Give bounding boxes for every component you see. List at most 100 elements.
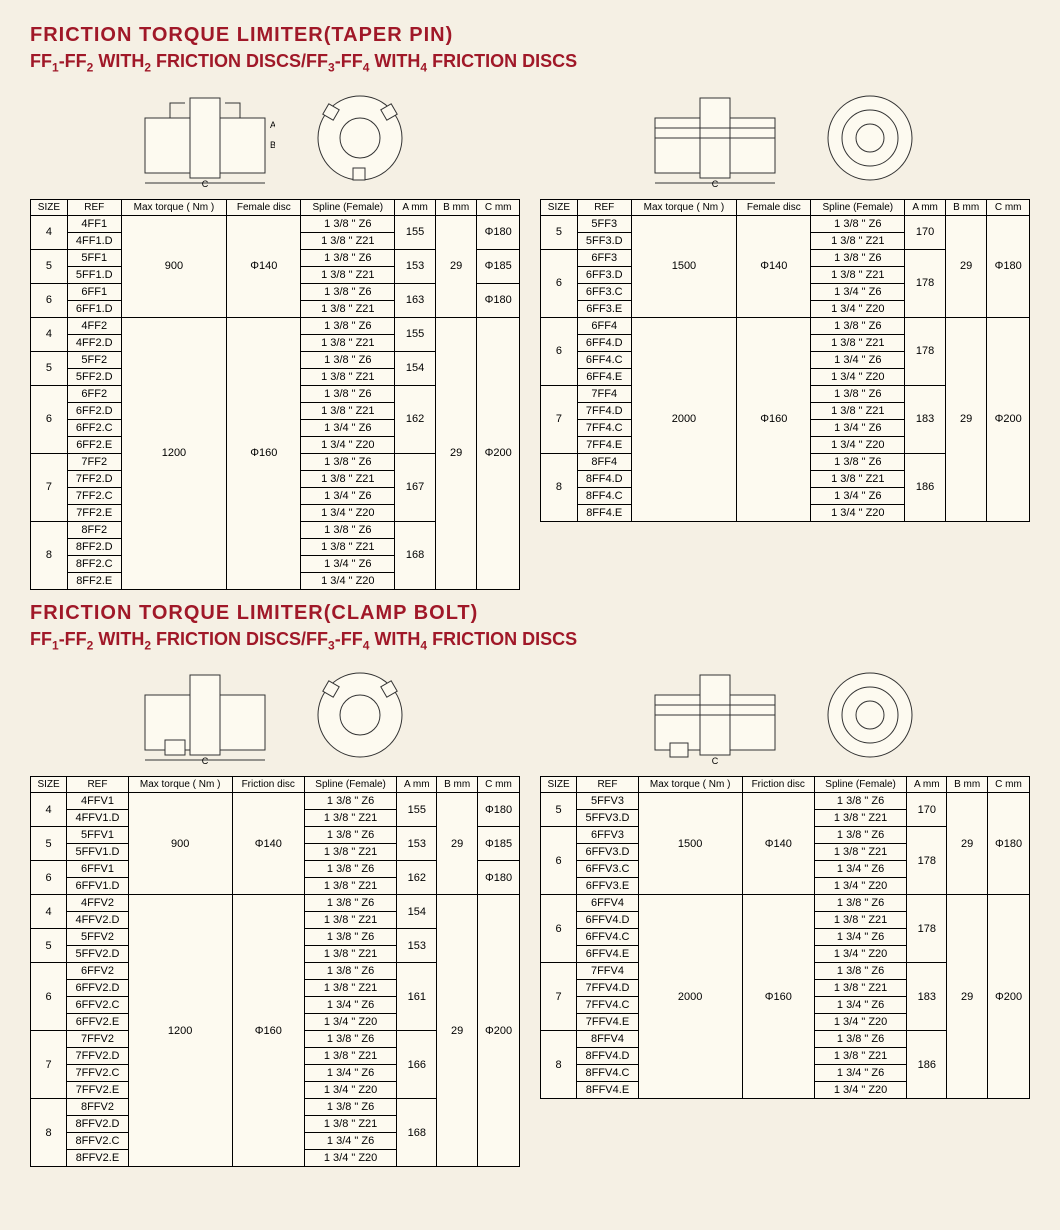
cell-ref: 5FFV1 [67,827,128,844]
cell-b: 29 [437,793,478,895]
cell-spline: 1 3/8 " Z6 [814,895,906,912]
cell-ref: 6FF3.E [577,300,631,317]
cell-ref: 8FFV4.C [577,1065,638,1082]
cell-spline: 1 3/4 " Z20 [301,572,395,589]
cell-spline: 1 3/8 " Z21 [304,1116,396,1133]
cell-spline: 1 3/8 " Z21 [811,402,905,419]
cell-ref: 6FFV1 [67,861,128,878]
cell-ref: 7FFV2.E [67,1082,128,1099]
col-header: A mm [397,777,437,793]
cell-spline: 1 3/8 " Z21 [814,844,906,861]
cell-ref: 8FF4.E [577,504,631,521]
section2-subtitle: FF1-FF2 WITH2 FRICTION DISCS/FF3-FF4 WIT… [30,629,1030,653]
cell-ref: 6FF4.C [577,351,631,368]
cell-a: 183 [907,963,947,1031]
col-header: REF [577,199,631,215]
cell-spline: 1 3/8 " Z6 [811,215,905,232]
col-header: Spline (Female) [304,777,396,793]
col-header: Spline (Female) [301,199,395,215]
cell-ref: 6FFV2.D [67,980,128,997]
cell-a: 163 [395,283,436,317]
col-header: B mm [435,199,476,215]
cell-ref: 8FF2.C [67,555,121,572]
cell-size: 6 [541,317,578,385]
cell-size: 6 [31,385,68,453]
cell-ref: 4FF1 [67,215,121,232]
cell-spline: 1 3/4 " Z6 [814,997,906,1014]
cell-spline: 1 3/8 " Z6 [814,963,906,980]
cell-ref: 6FFV1.D [67,878,128,895]
svg-text:C: C [712,179,719,188]
cell-a: 161 [397,963,437,1031]
cell-ref: 8FF4.D [577,470,631,487]
col-header: B mm [947,777,988,793]
cell-spline: 1 3/4 " Z6 [811,419,905,436]
col-header: Female disc [737,199,811,215]
cell-spline: 1 3/4 " Z20 [304,1082,396,1099]
cell-spline: 1 3/8 " Z6 [304,929,396,946]
cell-spline: 1 3/8 " Z21 [301,538,395,555]
cell-a: 186 [905,453,946,521]
cell-ref: 6FF2.E [67,436,121,453]
cell-b: 29 [435,317,476,589]
cell-disc: Φ160 [742,895,814,1099]
cell-size: 6 [541,827,577,895]
cell-a: 153 [397,929,437,963]
cell-a: 153 [397,827,437,861]
diagram-right-2: C [540,660,1030,770]
cell-spline: 1 3/8 " Z21 [304,912,396,929]
cell-a: 155 [397,793,437,827]
cell-c: Φ180 [477,283,520,317]
cell-a: 178 [907,827,947,895]
cell-spline: 1 3/8 " Z21 [301,368,395,385]
cell-spline: 1 3/8 " Z6 [301,453,395,470]
cell-size: 5 [541,793,577,827]
cell-c: Φ200 [478,895,520,1167]
cell-torque: 1500 [631,215,737,317]
cell-ref: 6FF3.D [577,266,631,283]
cell-spline: 1 3/8 " Z6 [811,453,905,470]
cell-size: 8 [31,521,68,589]
cell-ref: 7FF2.E [67,504,121,521]
cell-size: 5 [31,827,67,861]
cell-a: 183 [905,385,946,453]
cell-spline: 1 3/4 " Z6 [301,555,395,572]
cell-spline: 1 3/8 " Z21 [811,470,905,487]
cell-c: Φ185 [477,249,520,283]
svg-text:C: C [712,756,719,765]
cell-spline: 1 3/8 " Z21 [301,334,395,351]
col-header: Max torque ( Nm ) [631,199,737,215]
cell-b: 29 [947,895,988,1099]
cell-ref: 7FF4.C [577,419,631,436]
cell-spline: 1 3/8 " Z21 [304,946,396,963]
cell-ref: 6FFV3 [577,827,638,844]
cell-ref: 5FF1 [67,249,121,266]
cross-section-icon: C [645,88,785,188]
cell-ref: 6FF4 [577,317,631,334]
col-header: REF [67,777,128,793]
cell-disc: Φ160 [227,317,301,589]
cell-ref: 5FFV1.D [67,844,128,861]
cell-ref: 5FFV3.D [577,810,638,827]
col-header: C mm [988,777,1030,793]
cell-spline: 1 3/8 " Z21 [304,1048,396,1065]
cell-c: Φ185 [478,827,520,861]
cell-spline: 1 3/8 " Z21 [301,402,395,419]
col-header: B mm [945,199,986,215]
cell-spline: 1 3/4 " Z6 [304,997,396,1014]
cell-spline: 1 3/4 " Z20 [811,368,905,385]
cell-c: Φ180 [988,793,1030,895]
cell-ref: 4FF2 [67,317,121,334]
cell-spline: 1 3/4 " Z20 [814,946,906,963]
cell-spline: 1 3/4 " Z20 [814,1082,906,1099]
cell-b: 29 [947,793,988,895]
section1-body: C B A SIZEREFMax torque ( Nm )Female dis… [30,83,1030,590]
cell-size: 6 [541,249,578,317]
table-1-left: SIZEREFMax torque ( Nm )Female discSplin… [30,199,520,590]
assembly-icon [305,88,415,188]
cell-size: 6 [31,861,67,895]
cell-spline: 1 3/8 " Z6 [811,385,905,402]
cell-spline: 1 3/8 " Z21 [811,232,905,249]
cell-a: 167 [395,453,436,521]
cell-ref: 8FF2.E [67,572,121,589]
